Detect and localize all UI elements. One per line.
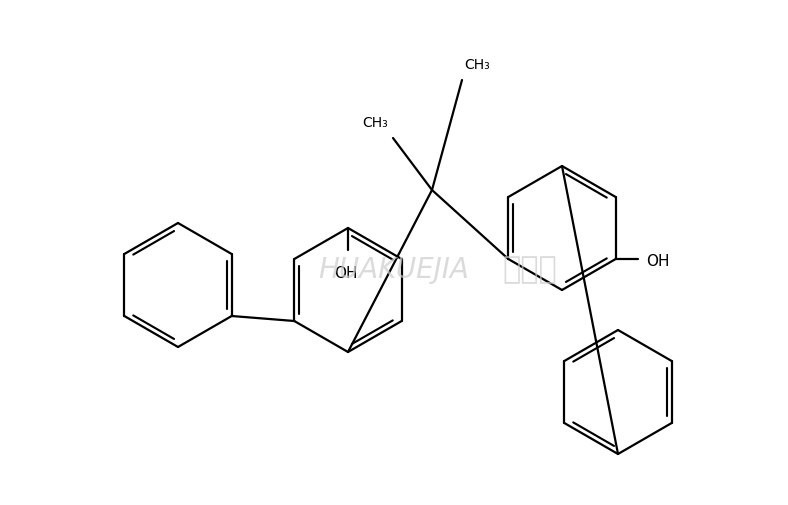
Text: 化学加: 化学加 xyxy=(503,256,557,284)
Text: CH₃: CH₃ xyxy=(464,58,490,72)
Text: OH: OH xyxy=(645,254,669,269)
Text: HUAKUEJIA: HUAKUEJIA xyxy=(318,256,470,284)
Text: OH: OH xyxy=(334,266,358,281)
Text: CH₃: CH₃ xyxy=(362,116,388,130)
